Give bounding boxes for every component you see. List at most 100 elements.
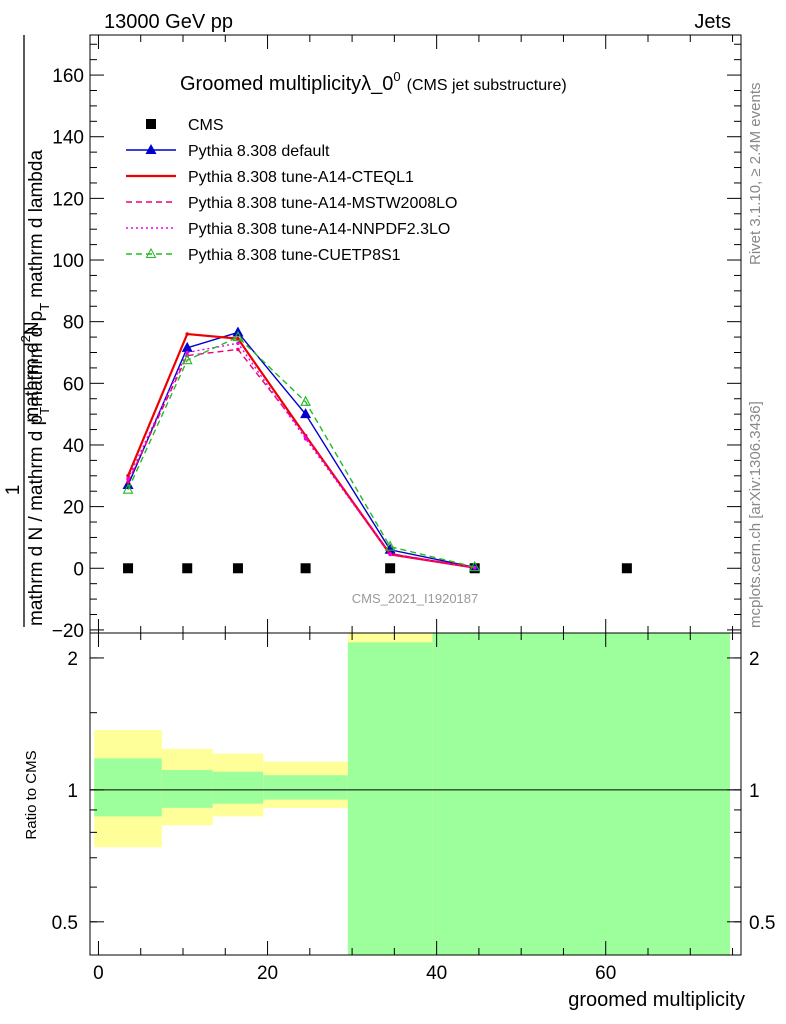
legend-label: Pythia 8.308 tune-CUETP8S1 [188, 247, 401, 264]
data-point [300, 408, 312, 419]
ratio-stat-band [432, 633, 730, 955]
xtick-label: 0 [93, 963, 104, 984]
y-label-den-part-5: mathrm d lambda [26, 150, 47, 298]
legend-entry: Pythia 8.308 tune-CUETP8S1 [126, 247, 401, 264]
series-0 [123, 563, 632, 574]
series-1 [122, 326, 481, 572]
analysis-watermark: CMS_2021_I1920187 [352, 591, 479, 606]
xtick-label: 40 [426, 963, 447, 984]
main-ytick-label: −20 [52, 621, 84, 642]
y-label-numerator: mathrm d2N [18, 321, 43, 422]
legend-marker [145, 247, 157, 258]
main-ytick-label: 80 [63, 313, 84, 334]
data-point [384, 540, 396, 551]
y-label-denominator: mathrm d N / mathrm d pTmathrm d pTmathr… [26, 150, 52, 626]
xtick-label: 60 [595, 963, 616, 984]
data-point [182, 563, 193, 574]
x-axis-label: groomed multiplicity [568, 989, 745, 1011]
ratio-ytick-label-right: 1 [749, 781, 760, 802]
main-ytick-label: 60 [63, 374, 84, 395]
data-point [185, 350, 190, 355]
data-point [185, 332, 190, 336]
ratio-stat-band [263, 775, 348, 800]
ratio-ytick-label: 1 [67, 781, 78, 802]
main-ytick-label: 0 [73, 559, 84, 580]
y-label-den-part-2: T [37, 407, 52, 415]
chart-title-main: Groomed multiplicityλ_0 [180, 73, 393, 95]
data-point [232, 330, 244, 342]
legend: CMS Pythia 8.308 default Pythia 8.308 tune… [126, 117, 457, 264]
ratio-stat-band [161, 770, 213, 808]
legend-entry: Pythia 8.308 tune-A14-CTEQL1 [126, 169, 414, 186]
legend-label: Pythia 8.308 tune-A14-NNPDF2.3LO [188, 221, 450, 238]
y-label-numerator-one: 1 [3, 485, 24, 496]
mcplots-source-label: mcplots.cern.ch [arXiv:1306.3436] [747, 401, 764, 628]
data-point [126, 477, 130, 481]
series-line [127, 336, 475, 568]
data-point [388, 552, 392, 557]
legend-label: CMS [188, 117, 224, 134]
data-point [181, 341, 193, 352]
data-point [300, 563, 311, 574]
ratio-y-axis-label: Ratio to CMS [23, 750, 40, 839]
ratio-plot-frame [89, 632, 742, 956]
legend-label: Pythia 8.308 default [188, 143, 330, 160]
main-ytick-label: 120 [52, 189, 84, 210]
y-label-num-part-3: N [22, 321, 43, 335]
ratio-ytick-label: 0.5 [52, 913, 78, 934]
series-line [127, 331, 475, 569]
main-y-axis-label: 1 mathrm d2N mathrm d N / mathrm d pTmat… [3, 35, 52, 627]
legend-entry: CMS [146, 117, 224, 134]
data-point [621, 563, 632, 574]
rivet-version-label: Rivet 3.1.10, ≥ 2.4M events [747, 83, 764, 266]
ratio-plot-panel: 0.5 0.51 12 20 20 40 60 Ratio to CMS groomed m… [23, 632, 775, 1011]
y-label-den-part-1: mathrm d N / mathrm d p [26, 415, 47, 626]
legend-label: Pythia 8.308 tune-A14-MSTW2008LO [188, 195, 457, 212]
legend-marker [145, 144, 157, 154]
legend-marker [146, 119, 156, 129]
ratio-stat-band [212, 771, 264, 804]
data-point [232, 563, 243, 574]
legend-entry: Pythia 8.308 tune-A14-MSTW2008LO [126, 195, 457, 212]
series-5 [122, 330, 481, 572]
data-point [236, 341, 240, 346]
chart-title: Groomed multiplicityλ_00 (CMS jet substru… [180, 69, 567, 95]
legend-entry: Pythia 8.308 default [126, 143, 330, 160]
data-point [300, 395, 312, 406]
main-ytick-label: 40 [63, 436, 84, 457]
chart-subtitle: (CMS jet substructure) [407, 77, 567, 94]
main-ytick-label: 100 [52, 251, 84, 272]
legend-entry: Pythia 8.308 tune-A14-NNPDF2.3LO [126, 221, 450, 238]
series-3 [126, 347, 477, 570]
series-line [127, 342, 475, 569]
ratio-stat-band [347, 642, 433, 955]
y-label-num-part-1: mathrm d [22, 342, 43, 422]
data-point [385, 563, 396, 574]
ratio-ytick-label-right: 0.5 [749, 913, 775, 934]
data-point [303, 437, 308, 441]
data-point [122, 483, 134, 494]
legend-label: Pythia 8.308 tune-A14-CTEQL1 [188, 169, 414, 186]
y-label-den-part-3: mathrm d p [26, 311, 47, 407]
data-point [236, 336, 240, 341]
ratio-ytick-label-right: 2 [749, 649, 760, 670]
data-point [126, 480, 130, 484]
main-ytick-label: 140 [52, 128, 84, 149]
series-line [127, 348, 475, 569]
data-point [236, 347, 240, 352]
ratio-stat-band [94, 758, 162, 817]
data-point [123, 563, 134, 574]
y-label-num-part-2: 2 [18, 335, 33, 342]
energy-label: 13000 GeV pp [104, 11, 233, 33]
series-4 [126, 341, 477, 570]
main-ytick-label: 160 [52, 66, 84, 87]
data-point [469, 560, 481, 572]
ratio-ytick-label: 2 [67, 649, 78, 670]
chart-title-superscript: 0 [393, 69, 400, 84]
main-ytick-label: 20 [63, 498, 84, 519]
data-point [126, 473, 130, 478]
xtick-label: 20 [257, 963, 278, 984]
process-label: Jets [694, 11, 731, 33]
data-point [181, 354, 193, 365]
